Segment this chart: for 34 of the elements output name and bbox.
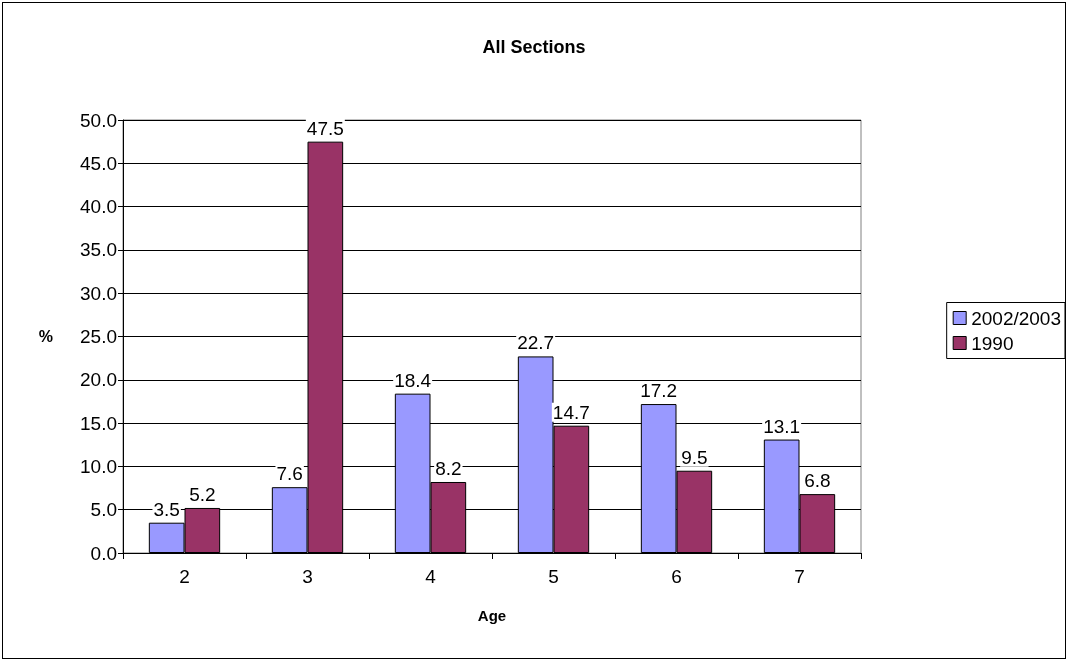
x-tick-label: 6 xyxy=(671,566,682,587)
x-tick-label: 3 xyxy=(302,566,313,587)
y-tick-label: 0.0 xyxy=(90,542,117,564)
y-axis-title: % xyxy=(38,328,53,345)
data-label: 47.5 xyxy=(306,117,344,139)
data-label: 8.2 xyxy=(435,457,462,479)
data-label: 6.8 xyxy=(804,470,831,492)
data-label: 7.6 xyxy=(276,463,303,485)
y-tick-label: 35.0 xyxy=(80,239,117,261)
data-label: 18.4 xyxy=(394,369,432,391)
data-label: 22.7 xyxy=(517,332,555,354)
data-label: 14.7 xyxy=(552,401,590,423)
chart-title: All Sections xyxy=(482,37,586,57)
y-tick-label: 45.0 xyxy=(80,152,117,174)
data-label: 5.2 xyxy=(189,483,216,505)
data-label: 9.5 xyxy=(681,446,708,468)
data-label: 3.5 xyxy=(153,498,180,520)
x-tick-label: 7 xyxy=(794,566,805,587)
x-tick-label: 2 xyxy=(179,566,190,587)
x-axis-title: Age xyxy=(477,607,507,624)
y-tick-label: 15.0 xyxy=(80,412,117,434)
y-tick-label: 25.0 xyxy=(80,326,117,347)
y-tick-label: 5.0 xyxy=(90,499,117,521)
x-tick-label: 5 xyxy=(548,566,559,587)
y-tick-label: 40.0 xyxy=(80,196,117,218)
x-tick-label: 4 xyxy=(425,566,437,587)
y-tick-label: 50.0 xyxy=(80,109,117,131)
legend-label: 1990 xyxy=(971,332,1014,354)
y-tick-label: 20.0 xyxy=(80,369,117,391)
legend-label: 2002/2003 xyxy=(971,307,1062,329)
data-label: 13.1 xyxy=(763,415,801,437)
y-tick-label: 30.0 xyxy=(80,282,117,304)
data-label: 17.2 xyxy=(640,380,678,402)
y-tick-label: 10.0 xyxy=(80,455,117,477)
